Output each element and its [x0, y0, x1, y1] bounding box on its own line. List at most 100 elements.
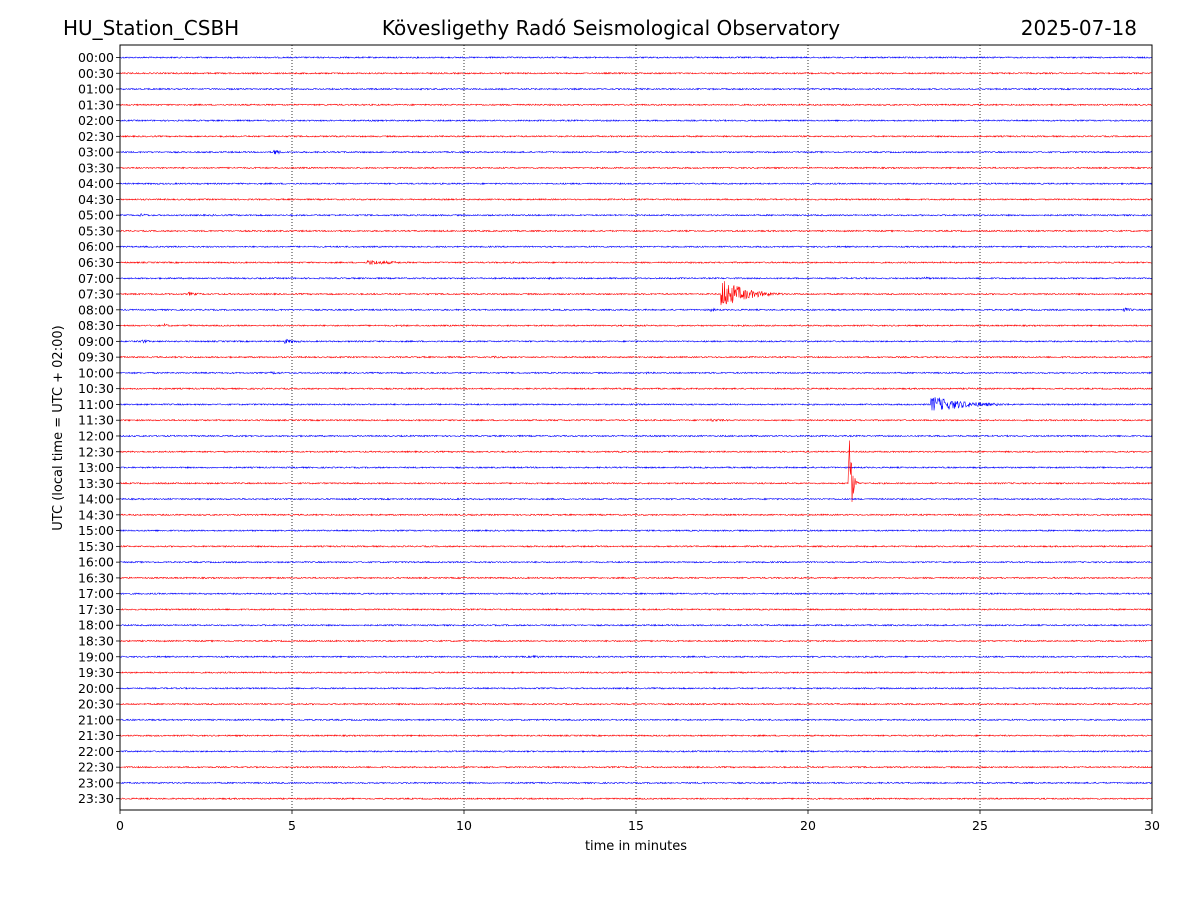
trace-line — [119, 686, 1153, 690]
y-tick-label: 21:30 — [78, 728, 114, 743]
x-axis-label: time in minutes — [585, 839, 687, 854]
trace-line — [119, 434, 1153, 438]
y-tick-label: 22:00 — [78, 744, 114, 759]
observatory-title: Kövesligethy Radó Seismological Observat… — [382, 16, 840, 40]
trace-line — [119, 229, 1153, 233]
y-tick-label: 17:30 — [78, 602, 114, 617]
trace-line — [119, 166, 1153, 170]
trace-line — [119, 513, 1153, 517]
trace-line — [119, 245, 1153, 249]
y-tick-label: 23:00 — [78, 775, 114, 790]
y-tick-label: 05:00 — [78, 208, 114, 223]
trace-line — [119, 560, 1153, 564]
y-tick-label: 07:30 — [78, 287, 114, 302]
x-tick-label: 10 — [456, 818, 472, 833]
y-tick-label: 06:00 — [78, 239, 114, 254]
y-tick-label: 16:30 — [78, 570, 114, 585]
trace-line — [119, 387, 1153, 391]
trace-line — [119, 119, 1153, 123]
trace-line — [119, 87, 1153, 91]
trace-line — [119, 397, 1153, 411]
x-tick-label: 5 — [288, 818, 296, 833]
seismic-traces — [119, 55, 1153, 801]
trace-line — [119, 276, 1153, 281]
y-tick-label: 01:00 — [78, 82, 114, 97]
y-tick-label: 08:00 — [78, 302, 114, 317]
y-tick-label: 15:30 — [78, 539, 114, 554]
trace-line — [119, 370, 1153, 375]
y-tick-label: 20:00 — [78, 681, 114, 696]
vertical-gridlines — [291, 45, 981, 810]
axes: 00:0000:3001:0001:3002:0002:3003:0003:30… — [78, 44, 1160, 833]
station-title: HU_Station_CSBH — [63, 16, 239, 40]
trace-line — [119, 440, 1153, 502]
y-tick-label: 16:00 — [78, 555, 114, 570]
trace-line — [119, 281, 1153, 306]
y-tick-label: 04:00 — [78, 176, 114, 191]
trace-line — [119, 418, 1153, 422]
y-tick-label: 10:30 — [78, 381, 114, 396]
y-tick-label: 20:30 — [78, 697, 114, 712]
trace-line — [119, 702, 1153, 706]
trace-line — [119, 307, 1153, 312]
trace-line — [119, 765, 1153, 769]
trace-line — [119, 103, 1153, 107]
trace-line — [119, 639, 1153, 643]
y-tick-label: 13:00 — [78, 460, 114, 475]
y-tick-label: 02:30 — [78, 129, 114, 144]
y-tick-label: 14:30 — [78, 507, 114, 522]
y-tick-label: 02:00 — [78, 113, 114, 128]
trace-line — [120, 797, 1153, 801]
trace-line — [119, 323, 1153, 328]
y-tick-label: 00:30 — [78, 66, 114, 81]
x-tick-label: 15 — [628, 818, 644, 833]
x-tick-label: 30 — [1144, 818, 1160, 833]
trace-line — [119, 197, 1153, 201]
trace-line — [119, 576, 1153, 580]
trace-line — [119, 670, 1153, 675]
trace-line — [119, 450, 1153, 454]
trace-line — [119, 607, 1153, 612]
trace-line — [119, 259, 1153, 266]
trace-line — [119, 529, 1153, 533]
y-axis-label: UTC (local time = UTC + 02:00) — [51, 325, 66, 530]
x-tick-label: 20 — [800, 818, 816, 833]
trace-line — [120, 734, 1153, 738]
y-tick-label: 00:00 — [78, 50, 114, 65]
y-tick-label: 13:30 — [78, 476, 114, 491]
y-tick-label: 14:00 — [78, 492, 114, 507]
y-tick-label: 03:00 — [78, 145, 114, 160]
y-tick-label: 12:30 — [78, 444, 114, 459]
trace-line — [119, 182, 1153, 186]
y-tick-label: 18:00 — [78, 618, 114, 633]
trace-line — [119, 55, 1153, 59]
y-tick-label: 15:00 — [78, 523, 114, 538]
y-tick-label: 11:30 — [78, 413, 114, 428]
y-tick-label: 23:30 — [78, 791, 114, 806]
y-tick-label: 21:00 — [78, 712, 114, 727]
y-tick-label: 01:30 — [78, 97, 114, 112]
trace-line — [119, 654, 1153, 659]
trace-line — [119, 781, 1153, 785]
y-tick-label: 05:30 — [78, 223, 114, 238]
trace-line — [119, 497, 1153, 501]
y-tick-label: 04:30 — [78, 192, 114, 207]
trace-line — [119, 338, 1153, 345]
y-tick-label: 03:30 — [78, 160, 114, 175]
trace-line — [119, 71, 1153, 75]
y-tick-label: 19:30 — [78, 665, 114, 680]
y-tick-label: 18:30 — [78, 633, 114, 648]
y-tick-label: 07:00 — [78, 271, 114, 286]
trace-line — [119, 749, 1153, 753]
y-tick-label: 12:00 — [78, 428, 114, 443]
trace-line — [119, 465, 1153, 470]
trace-line — [119, 718, 1153, 722]
y-tick-label: 08:30 — [78, 318, 114, 333]
y-tick-label: 09:30 — [78, 350, 114, 365]
trace-line — [119, 355, 1153, 359]
trace-line — [119, 623, 1153, 627]
y-tick-label: 10:00 — [78, 365, 114, 380]
y-tick-label: 09:00 — [78, 334, 114, 349]
x-tick-label: 25 — [972, 818, 988, 833]
